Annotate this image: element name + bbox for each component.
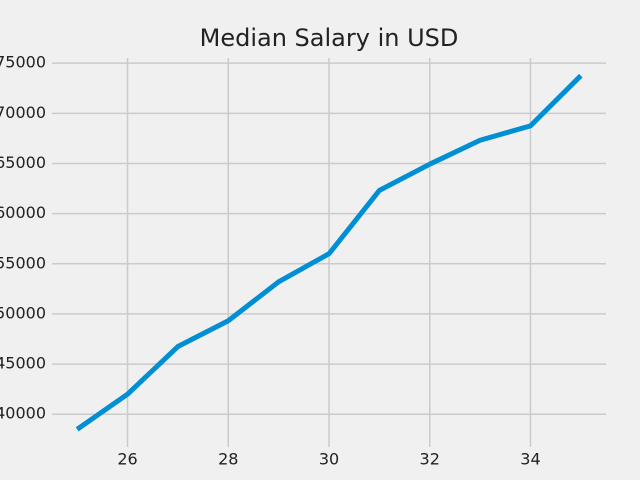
y-tick-label: 70000 [0,103,46,122]
y-tick-label: 60000 [0,203,46,222]
y-tick-label: 45000 [0,354,46,373]
chart-title: Median Salary in USD [200,24,459,52]
x-tick-label: 34 [520,450,540,469]
line [75,73,583,432]
x-tick-label: 26 [117,450,137,469]
y-tick-label: 55000 [0,253,46,272]
x-tick-label: 32 [420,450,440,469]
y-tick-label: 40000 [0,404,46,423]
x-tick-label: 28 [218,450,238,469]
y-tick-label: 75000 [0,53,46,72]
x-tick-label: 30 [319,450,339,469]
y-tick-label: 50000 [0,303,46,322]
y-tick-label: 65000 [0,153,46,172]
